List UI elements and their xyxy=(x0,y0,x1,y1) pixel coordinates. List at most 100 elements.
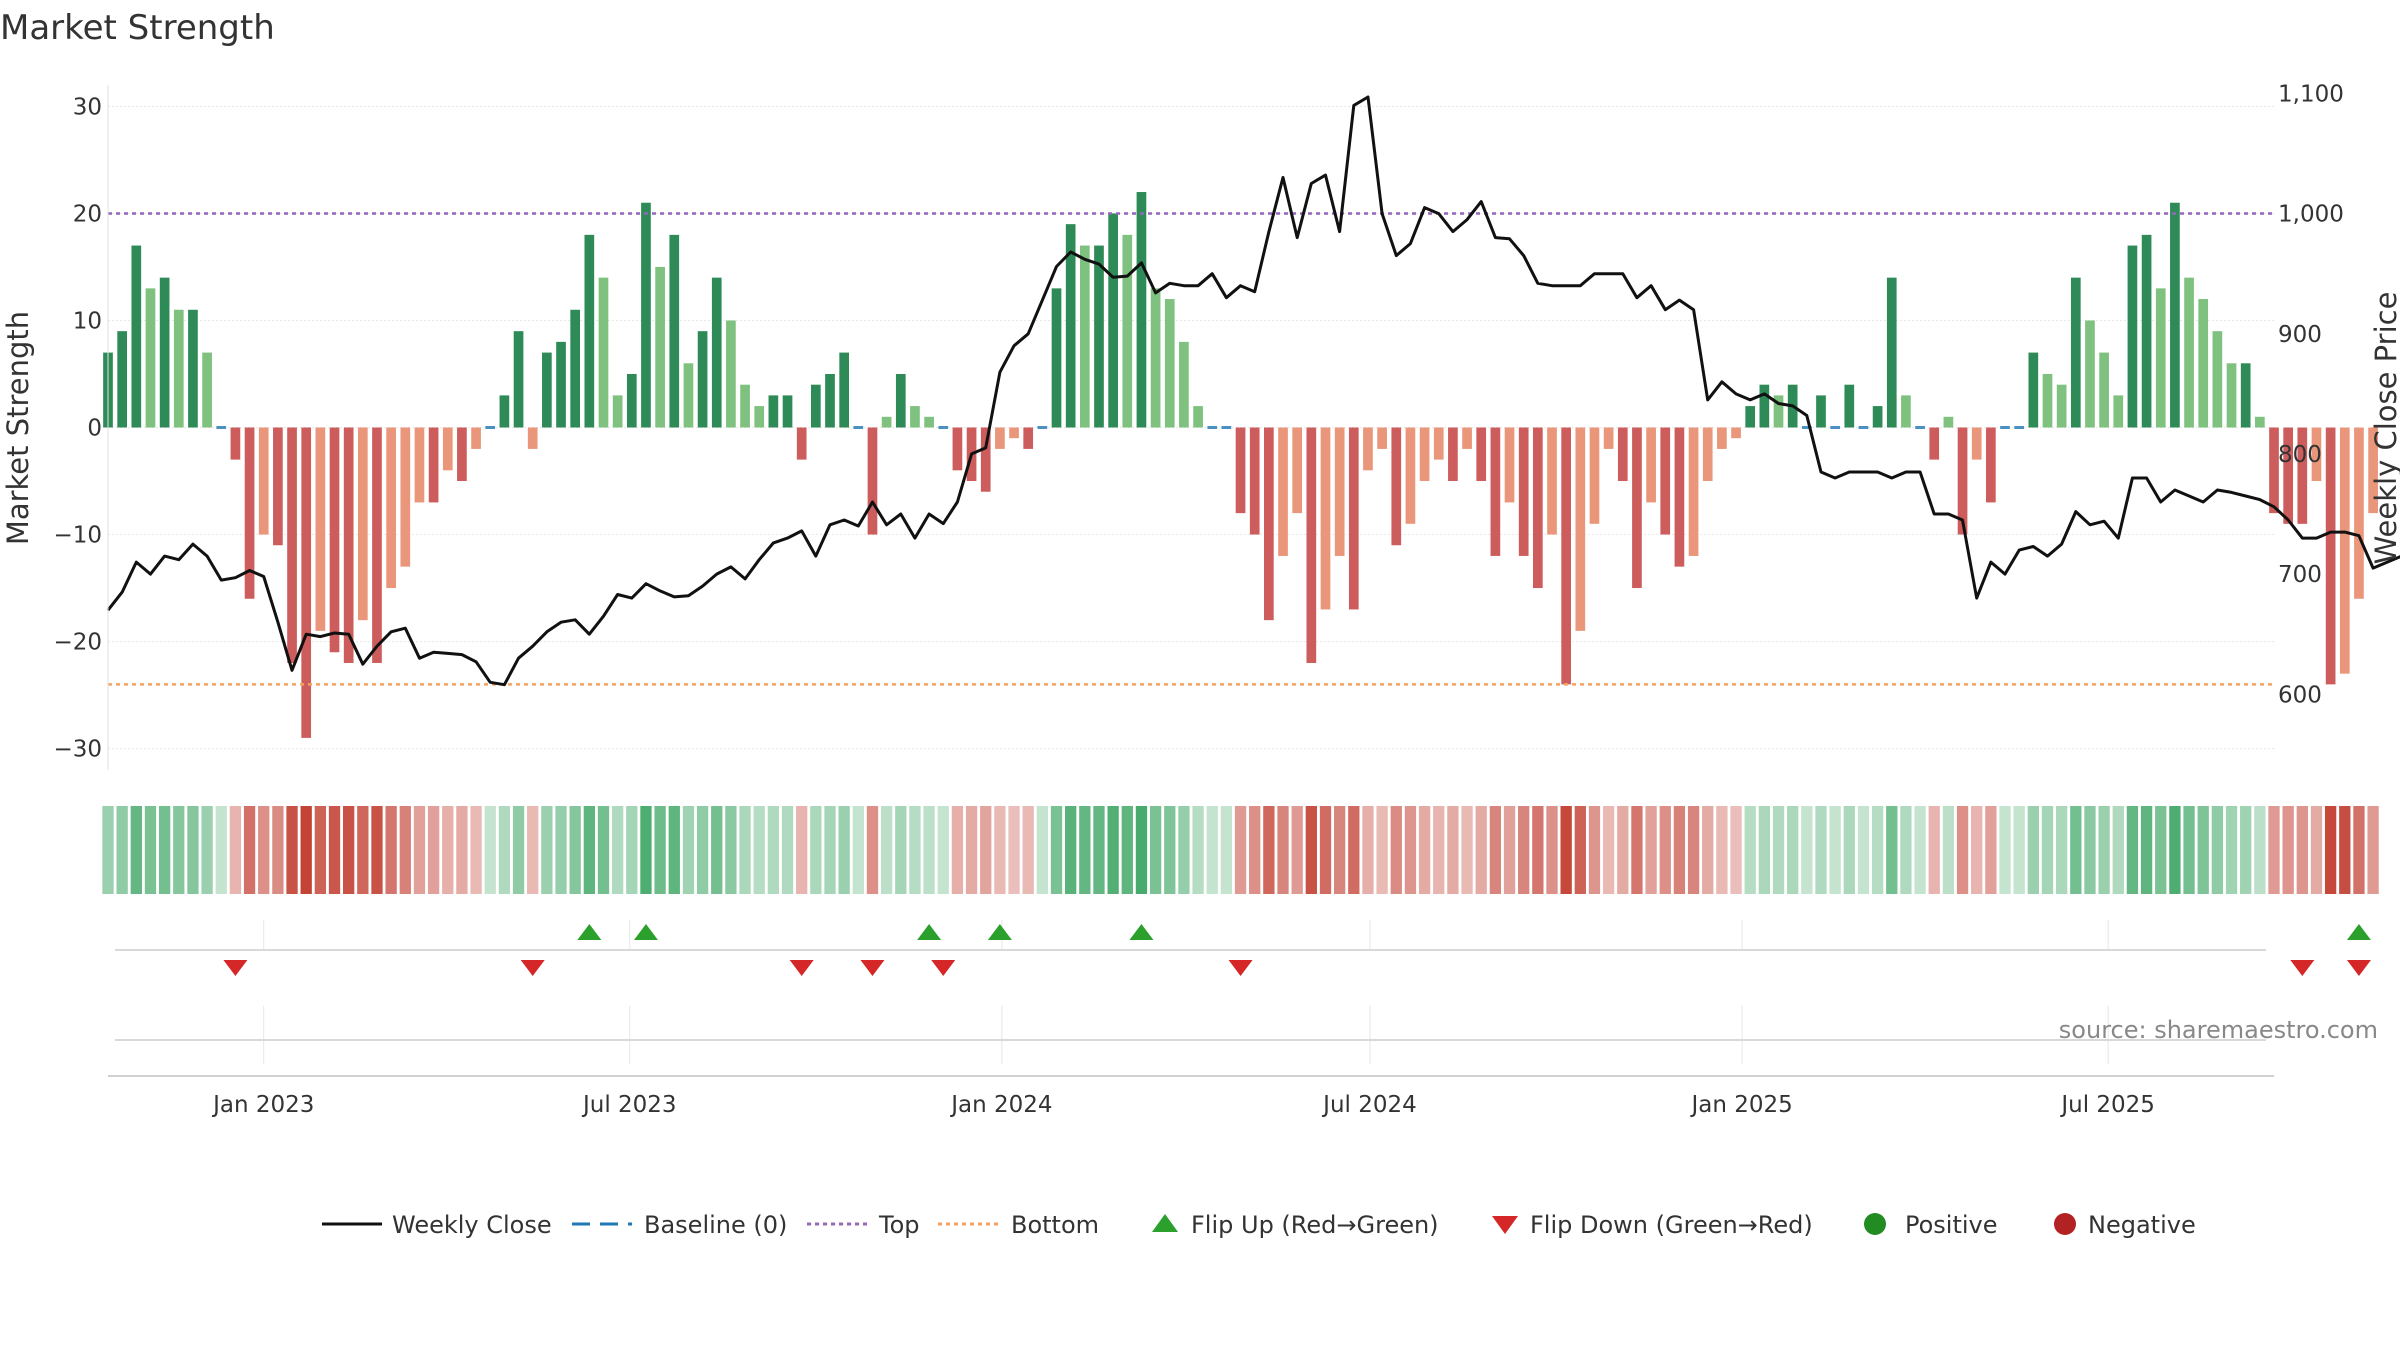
strength-bar xyxy=(584,234,595,428)
heat-cell xyxy=(1645,806,1657,894)
flip-up-marker xyxy=(2346,924,2371,940)
heat-cell xyxy=(2055,806,2068,894)
heat-cell xyxy=(2353,806,2365,894)
heat-cell xyxy=(1319,806,1332,894)
strength-bar xyxy=(1901,395,1911,428)
heat-cell xyxy=(1503,806,1516,894)
heat-cell xyxy=(2112,806,2124,894)
heat-cell xyxy=(1942,806,1955,894)
strength-bar xyxy=(952,427,963,471)
heat-cell xyxy=(498,806,511,894)
heat-cell xyxy=(923,806,935,894)
strength-bar xyxy=(924,416,934,428)
strength-bar xyxy=(159,277,170,428)
strength-bar xyxy=(2255,416,2265,428)
legend-swatch-flip-down xyxy=(1492,1216,1518,1234)
heat-cell xyxy=(427,806,440,894)
strength-bar xyxy=(2056,384,2067,428)
strength-bar-zero xyxy=(1915,426,1925,429)
heat-cell xyxy=(1390,806,1402,894)
heat-cell xyxy=(1135,806,1148,894)
heat-cell xyxy=(1999,806,2011,894)
strength-bar xyxy=(1561,427,1571,685)
heat-cell xyxy=(1376,806,1388,894)
strength-bar xyxy=(1391,427,1402,546)
heat-cell xyxy=(399,806,411,894)
flip-up-marker xyxy=(917,924,942,940)
strength-bar xyxy=(2283,427,2294,524)
heat-cell xyxy=(753,806,765,894)
strength-bar xyxy=(626,373,637,428)
strength-bar xyxy=(1292,427,1303,514)
strength-bar xyxy=(471,427,481,449)
heat-cell xyxy=(272,806,284,894)
strength-bar xyxy=(1334,427,1345,556)
heat-cell xyxy=(1079,806,1091,894)
legend-label: Bottom xyxy=(1011,1211,1099,1239)
strength-bar xyxy=(1079,245,1090,428)
strength-bar xyxy=(1929,427,1940,460)
strength-bar xyxy=(301,427,312,738)
strength-bar xyxy=(1108,213,1118,428)
strength-bar xyxy=(655,266,665,428)
strength-bar xyxy=(867,427,878,535)
heat-cell xyxy=(668,806,680,894)
heat-cell xyxy=(1730,806,1742,894)
flip-markers xyxy=(115,924,2371,976)
heat-cell xyxy=(1461,806,1473,894)
strength-bar xyxy=(726,320,736,428)
heat-cell xyxy=(1065,806,1077,894)
strength-bar xyxy=(287,427,297,663)
heat-cell xyxy=(1149,806,1162,894)
heat-cell xyxy=(1178,806,1190,894)
heat-cell xyxy=(2084,806,2096,894)
heat-cell xyxy=(937,806,949,894)
heat-cell xyxy=(810,806,822,894)
heat-cell xyxy=(640,806,652,894)
heat-cell xyxy=(243,806,256,894)
strength-bar xyxy=(1617,427,1628,482)
x-axis: Jan 2023 Jul 2023 Jan 2024 Jul 2024 Jan 2025… xyxy=(108,1075,2274,1118)
strength-bar xyxy=(1504,427,1515,503)
strength-bar xyxy=(2028,352,2039,428)
source-label: source: sharemaestro.com xyxy=(2059,1016,2378,1044)
strength-bar xyxy=(2085,320,2095,428)
strength-bar xyxy=(1278,427,1288,556)
right-tick-label: 600 xyxy=(2278,682,2322,708)
strength-bar xyxy=(1816,395,1826,428)
heat-cell xyxy=(1702,806,1714,894)
flip-down-marker xyxy=(1228,960,1253,976)
chart-title: Market Strength xyxy=(0,8,275,48)
strength-bar xyxy=(2141,234,2152,428)
strength-heat-band xyxy=(102,806,2379,894)
strength-bar-zero xyxy=(1801,426,1812,429)
strength-bar xyxy=(1632,427,1642,589)
heat-cell xyxy=(1234,806,1247,894)
heat-cell xyxy=(1673,806,1686,894)
heat-cell xyxy=(2225,806,2238,894)
strength-bar xyxy=(2070,277,2081,428)
heat-cell xyxy=(1008,806,1020,894)
strength-bar xyxy=(825,373,835,428)
heat-cell xyxy=(258,806,270,894)
heat-cell xyxy=(2211,806,2224,894)
left-tick-label: 10 xyxy=(73,308,102,334)
strength-bar xyxy=(2354,427,2364,599)
strength-bar-zero xyxy=(1858,426,1869,429)
strength-bar xyxy=(796,427,807,460)
strength-bar xyxy=(1518,427,1529,556)
heat-cell xyxy=(611,806,624,894)
heat-cell xyxy=(286,806,298,894)
legend-label: Weekly Close xyxy=(392,1211,552,1239)
heat-cell xyxy=(895,806,907,894)
heat-cell xyxy=(555,806,567,894)
legend-label: Flip Down (Green→Red) xyxy=(1530,1211,1813,1239)
strength-bar xyxy=(895,373,906,428)
heat-cell xyxy=(2296,806,2308,894)
strength-bar xyxy=(1179,341,1189,428)
flip-up-marker xyxy=(577,924,602,940)
left-tick-label: −10 xyxy=(53,523,102,549)
legend-label: Negative xyxy=(2088,1211,2196,1239)
heat-cell xyxy=(144,806,157,894)
heat-cell xyxy=(696,806,709,894)
